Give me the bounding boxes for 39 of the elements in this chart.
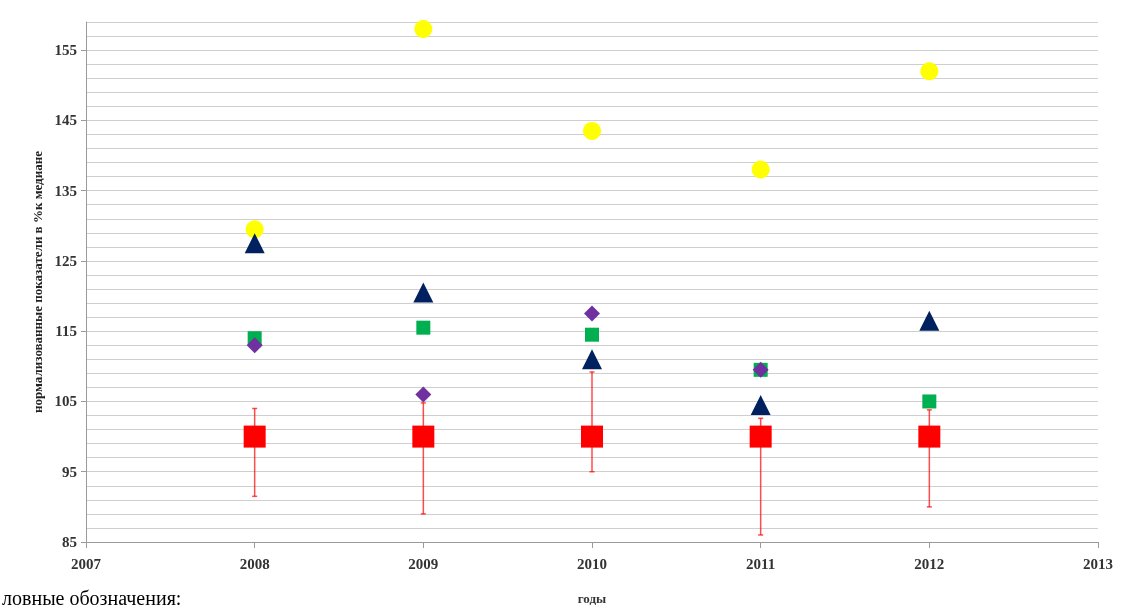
- point: [584, 305, 600, 322]
- point: [919, 310, 940, 331]
- point: [243, 425, 266, 448]
- point: [750, 394, 771, 415]
- point: [581, 425, 603, 448]
- y-tick-label: 105: [54, 393, 77, 410]
- y-tick-label: 85: [62, 534, 77, 550]
- y-tick-label: 125: [54, 252, 77, 269]
- point: [749, 425, 772, 448]
- x-tick-label: 2010: [577, 555, 607, 572]
- point: [582, 349, 602, 370]
- point: [585, 327, 599, 342]
- x-axis-title: годы: [577, 591, 607, 606]
- point: [244, 233, 265, 254]
- x-tick-label: 2013: [1083, 555, 1113, 572]
- x-tick-label: 2007: [71, 555, 102, 572]
- x-tick-label: 2012: [914, 555, 945, 572]
- point: [412, 425, 435, 448]
- y-tick-label: 115: [55, 323, 77, 340]
- x-tick-label: 2008: [239, 555, 270, 572]
- x-tick-label: 2009: [408, 555, 439, 572]
- point: [416, 320, 431, 335]
- point: [583, 121, 601, 140]
- text: ловные обозначения:: [2, 587, 182, 609]
- point: [246, 337, 263, 354]
- point: [751, 160, 770, 179]
- point: [414, 20, 433, 39]
- point: [918, 425, 941, 448]
- y-tick-label: 145: [54, 112, 77, 129]
- point: [415, 386, 432, 403]
- y-axis-title: нормализованные показатели в %к медиане: [29, 150, 45, 413]
- y-tick-label: 95: [62, 463, 77, 480]
- point: [413, 282, 434, 303]
- point: [920, 62, 939, 81]
- point: [245, 220, 264, 239]
- y-tick-label: 135: [54, 182, 77, 199]
- x-tick-label: 2011: [746, 555, 776, 572]
- point: [922, 394, 937, 409]
- y-tick-label: 155: [54, 42, 77, 59]
